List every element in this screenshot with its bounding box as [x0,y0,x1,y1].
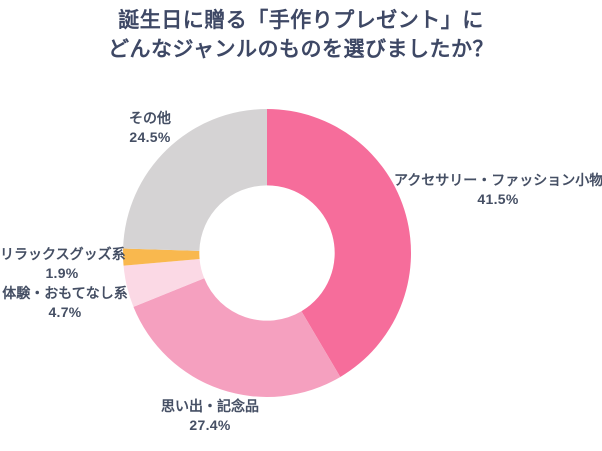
slice-label-memory-name: 思い出・記念品 [161,398,259,414]
slice-label-relax-name: リラックスグッズ系 [0,246,126,262]
donut-segment-4 [123,109,267,251]
slice-label-experience-name: 体験・おもてなし系 [2,285,128,301]
chart-title-line1: 誕生日に贈る「手作りプレゼント」に [118,9,484,32]
donut-segment-2 [123,258,205,307]
donut-segment-1 [133,278,341,398]
slice-label-relax-percent: 1.9% [45,265,79,281]
slice-label-accessory-name: アクセサリー・ファッション小物 [394,172,602,188]
chart-title-line2: どんなジャンルのものを選びましたか？ [108,38,494,61]
slice-label-memory-percent: 27.4% [189,417,231,433]
slice-label-experience-percent: 4.7% [48,304,82,320]
chart-title: 誕生日に贈る「手作りプレゼント」に どんなジャンルのものを選びましたか？ [0,6,602,64]
slice-label-other-name: その他 [129,110,171,126]
slice-label-accessory-percent: 41.5% [477,191,519,207]
donut-segment-0 [267,108,412,377]
slice-label-memory: 思い出・記念品 27.4% [147,397,273,435]
slice-label-experience: 体験・おもてなし系 4.7% [2,284,128,322]
slice-label-other-percent: 24.5% [129,129,171,145]
slice-label-accessory: アクセサリー・ファッション小物 41.5% [394,171,602,209]
slice-label-other: その他 24.5% [106,109,194,147]
donut-segment-3 [123,248,200,266]
slice-label-relax: リラックスグッズ系 1.9% [0,245,126,283]
